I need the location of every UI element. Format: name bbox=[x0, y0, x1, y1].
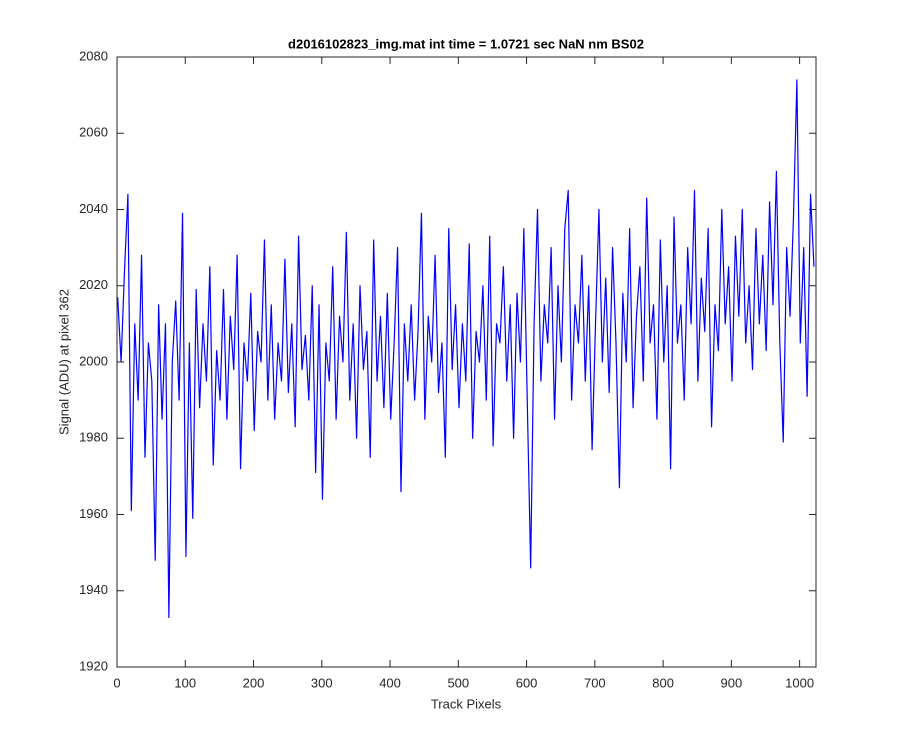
x-tick-label: 0 bbox=[113, 675, 120, 690]
x-tick-label: 600 bbox=[516, 675, 538, 690]
data-line bbox=[117, 79, 815, 619]
y-tick-label: 1940 bbox=[79, 582, 108, 597]
chart-title: d2016102823_img.mat int time = 1.0721 se… bbox=[288, 36, 644, 51]
x-axis-label: Track Pixels bbox=[431, 696, 502, 711]
x-tick-label: 800 bbox=[652, 675, 674, 690]
x-tick-label: 300 bbox=[311, 675, 333, 690]
x-tick-label: 400 bbox=[379, 675, 401, 690]
x-tick-label: 100 bbox=[174, 675, 196, 690]
y-tick-label: 2020 bbox=[79, 277, 108, 292]
y-tick-label: 2040 bbox=[79, 201, 108, 216]
y-tick-label: 1920 bbox=[79, 658, 108, 673]
x-tick-label: 700 bbox=[584, 675, 606, 690]
y-tick-label: 2000 bbox=[79, 353, 108, 368]
y-tick-label: 1960 bbox=[79, 506, 108, 521]
x-tick-label: 200 bbox=[243, 675, 265, 690]
x-tick-label: 1000 bbox=[785, 675, 814, 690]
plot-area: 0 100 200 300 400 500 600 700 800 900 1000 1920 1940… bbox=[79, 48, 817, 690]
y-tick-label: 2080 bbox=[79, 48, 108, 63]
x-tick-label: 500 bbox=[447, 675, 469, 690]
y-tick-label: 2060 bbox=[79, 125, 108, 140]
y-axis-label: Signal (ADU) at pixel 362 bbox=[56, 289, 71, 435]
y-tick-label: 1980 bbox=[79, 430, 108, 445]
x-tick-label: 900 bbox=[721, 675, 743, 690]
